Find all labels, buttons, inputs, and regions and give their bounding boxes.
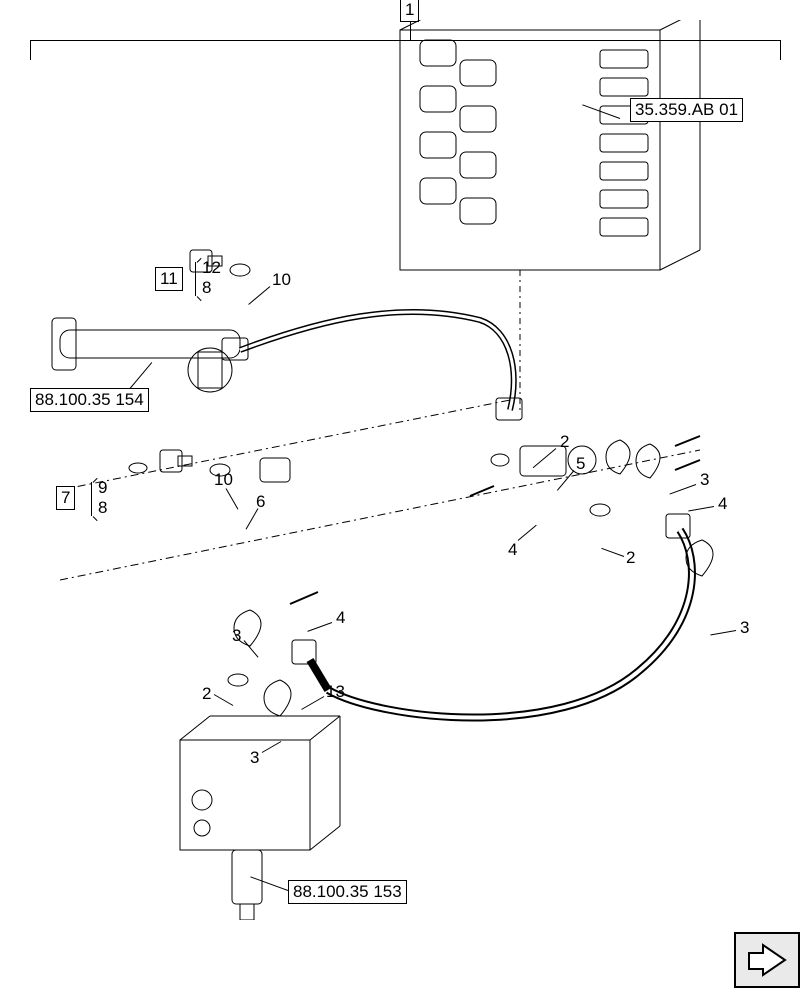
- ref-35-359: 35.359.AB 01: [630, 98, 743, 122]
- ref-12: 12: [202, 258, 221, 278]
- ref-88-153: 88.100.35 153: [288, 880, 407, 904]
- ref-1: 1: [400, 0, 419, 22]
- arrow-icon: [745, 943, 789, 977]
- ref-3c: 3: [250, 748, 259, 768]
- ref-8b: 8: [98, 498, 107, 518]
- ref-10b: 10: [214, 470, 233, 490]
- ref-11: 11: [155, 267, 183, 291]
- next-page-button[interactable]: [734, 932, 800, 988]
- ref-10a: 10: [272, 270, 291, 290]
- exploded-diagram: [40, 20, 772, 920]
- ref-3a: 3: [700, 470, 709, 490]
- ref-2c: 2: [202, 684, 211, 704]
- ref-4a: 4: [718, 494, 727, 514]
- ref-5: 5: [576, 454, 585, 474]
- ref-8a: 8: [202, 278, 211, 298]
- ref-4c: 4: [336, 608, 345, 628]
- top-bracket-left: [30, 40, 31, 60]
- ref-9: 9: [98, 478, 107, 498]
- top-bracket-right: [780, 40, 781, 60]
- ref-7: 7: [56, 486, 75, 510]
- bracket-11: [195, 262, 196, 296]
- ref-2b: 2: [626, 548, 635, 568]
- bracket-7: [91, 482, 92, 516]
- ref-2a: 2: [560, 432, 569, 452]
- ref-13: 13: [326, 682, 345, 702]
- ref-3d: 3: [740, 618, 749, 638]
- ref-88-154: 88.100.35 154: [30, 388, 149, 412]
- ref-4b: 4: [508, 540, 517, 560]
- ref-3b: 3: [232, 626, 241, 646]
